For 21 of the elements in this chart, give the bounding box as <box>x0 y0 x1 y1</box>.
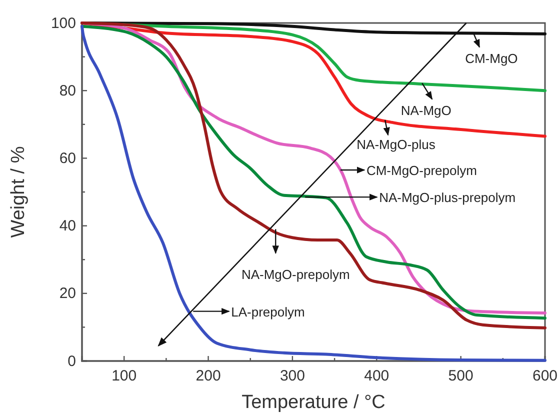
y-tick-label: 0 <box>68 352 76 370</box>
y-tick-label: 100 <box>50 14 76 32</box>
x-tick-label: 200 <box>196 368 221 385</box>
annotation: CM-MgO-prepolym <box>366 163 477 178</box>
y-tick-label: 60 <box>59 150 76 167</box>
y-tick-label: 40 <box>59 218 76 235</box>
x-tick-label: 100 <box>112 368 137 385</box>
y-tick-label: 80 <box>59 82 76 100</box>
annotation: NA-MgO-plus-prepolym <box>379 190 516 206</box>
x-tick-label: 400 <box>364 368 390 385</box>
annotation: NA-MgO-plus <box>356 137 436 152</box>
annotation: CM-MgO <box>465 51 518 66</box>
annotation: NA-MgO <box>400 103 452 118</box>
y-axis-title: Weight / % <box>8 146 29 238</box>
x-tick-label: 300 <box>280 368 305 385</box>
x-axis-title: Temperature / °C <box>242 392 386 413</box>
annotation: LA-prepolym <box>231 304 305 320</box>
x-tick-label: 600 <box>532 368 558 385</box>
y-tick-label: 20 <box>59 285 76 302</box>
x-tick-label: 500 <box>448 368 474 385</box>
annotation: NA-MgO-prepolym <box>241 267 350 282</box>
